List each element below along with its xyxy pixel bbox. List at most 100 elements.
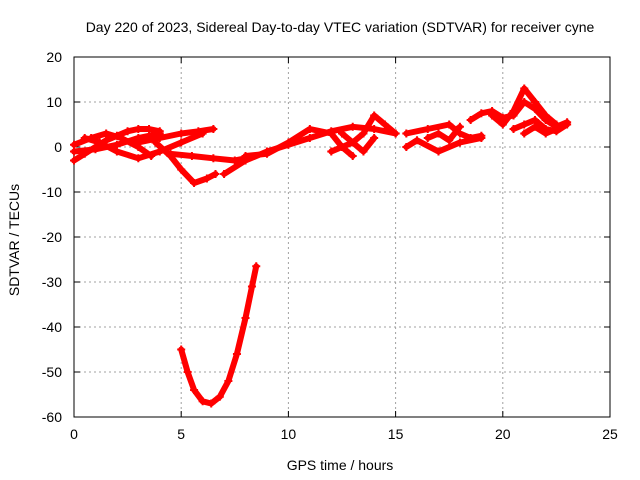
data-point — [370, 125, 379, 133]
data-point — [207, 399, 216, 408]
data-point — [455, 122, 464, 131]
data-point — [498, 120, 507, 129]
data-point — [327, 147, 336, 156]
data-point — [190, 386, 199, 394]
series-line — [328, 112, 399, 155]
data-point — [262, 149, 271, 158]
data-point — [530, 122, 539, 131]
series-track-6 — [151, 138, 220, 187]
data-point — [455, 138, 464, 147]
y-tick-label: 0 — [54, 139, 62, 155]
data-point — [211, 170, 220, 178]
data-point — [183, 368, 192, 376]
data-point — [509, 125, 518, 133]
y-tick-label: -40 — [42, 319, 62, 335]
data-point — [520, 120, 529, 129]
data-point — [187, 152, 196, 160]
data-point — [134, 125, 143, 133]
data-point — [284, 138, 293, 147]
data-point — [445, 136, 454, 145]
data-point — [177, 165, 186, 174]
data-point — [348, 138, 357, 147]
data-point — [423, 134, 432, 142]
data-point — [151, 138, 160, 147]
data-point — [112, 147, 121, 156]
data-point — [509, 107, 518, 115]
data-point — [305, 134, 314, 142]
data-point — [134, 134, 143, 142]
data-point — [402, 143, 411, 151]
data-point — [209, 125, 218, 133]
data-point — [166, 149, 175, 158]
data-point — [102, 129, 111, 138]
data-point — [434, 129, 443, 138]
data-point — [91, 145, 100, 154]
data-point — [520, 98, 529, 106]
y-tick-label: -50 — [42, 364, 62, 380]
y-ticks: -60 -50 -40 -30 -20 -10 0 10 20 — [42, 49, 610, 425]
data-point — [145, 125, 154, 133]
data-point — [202, 174, 211, 183]
data-point — [488, 111, 497, 120]
data-point — [348, 122, 357, 131]
series-line — [424, 123, 463, 144]
data-series — [70, 84, 572, 408]
chart-title: Day 220 of 2023, Sidereal Day-to-day VTE… — [86, 19, 595, 35]
series-line — [178, 263, 260, 407]
data-point — [466, 116, 475, 124]
data-point — [198, 397, 207, 406]
x-tick-label: 10 — [281, 426, 297, 442]
y-tick-label: 20 — [46, 49, 62, 65]
x-tick-label: 0 — [70, 426, 78, 442]
data-point — [112, 140, 121, 149]
data-point — [95, 138, 104, 147]
series-line — [521, 123, 560, 137]
data-point — [338, 129, 346, 138]
series-line — [339, 130, 378, 155]
data-point — [230, 156, 239, 165]
data-point — [541, 111, 550, 120]
series-track-18 — [520, 122, 561, 138]
data-point — [520, 84, 529, 93]
data-point — [190, 179, 199, 187]
data-point — [552, 125, 561, 133]
x-tick-label: 20 — [495, 426, 511, 442]
data-point — [370, 111, 379, 120]
data-point — [155, 129, 164, 138]
y-tick-label: -20 — [42, 229, 62, 245]
x-tick-label: 15 — [388, 426, 404, 442]
data-point — [232, 350, 241, 358]
series-track-11 — [338, 129, 379, 156]
data-point — [224, 377, 233, 385]
y-tick-label: -60 — [42, 409, 62, 425]
x-ticks: 0 5 10 15 20 25 — [70, 57, 618, 442]
data-point — [241, 152, 250, 160]
x-axis-label: GPS time / hours — [287, 457, 394, 473]
data-point — [305, 125, 314, 133]
data-point — [70, 156, 78, 165]
data-point — [370, 134, 379, 142]
data-point — [70, 140, 78, 149]
data-point — [327, 129, 336, 138]
x-tick-label: 5 — [177, 426, 185, 442]
data-point — [477, 109, 486, 118]
data-point — [530, 116, 539, 124]
data-point — [359, 147, 368, 156]
data-point — [194, 127, 203, 136]
data-point — [134, 154, 143, 163]
data-point — [413, 136, 422, 145]
data-point — [209, 154, 218, 163]
series-track-19 — [177, 262, 261, 408]
data-point — [177, 129, 186, 138]
grid — [74, 57, 610, 417]
y-axis-label: SDTVAR / TECUs — [6, 184, 22, 296]
series-track-14 — [423, 122, 464, 145]
data-point — [520, 129, 529, 138]
series-line — [221, 123, 399, 177]
data-point — [423, 125, 432, 133]
data-point — [445, 120, 454, 129]
data-point — [177, 138, 186, 147]
series-track-5 — [70, 129, 164, 156]
data-point — [477, 134, 486, 142]
